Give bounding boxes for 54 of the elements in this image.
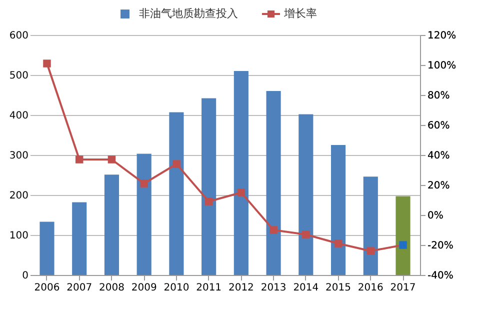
- y2-tick-label: 100%: [428, 60, 456, 72]
- x-tick-label: 2009: [131, 282, 157, 294]
- point: [270, 226, 278, 234]
- point: [140, 180, 148, 188]
- point: [302, 230, 310, 238]
- point: [334, 240, 342, 248]
- bar: [72, 202, 87, 275]
- point: [366, 247, 375, 255]
- x-tick-label: 2013: [260, 282, 286, 294]
- point: [204, 198, 213, 206]
- point: [75, 156, 84, 164]
- bar: [202, 98, 216, 275]
- legend-label: 非油气地质勘查投入: [139, 7, 238, 20]
- y2-tick-label: -40%: [428, 270, 454, 282]
- point: [237, 188, 246, 196]
- y2-tick-label: 60%: [428, 120, 450, 132]
- bar: [104, 174, 120, 275]
- y2-tick-label: 0%: [428, 210, 444, 222]
- x-tick-label: 2012: [228, 282, 254, 294]
- bar: [396, 196, 410, 275]
- y-tick-label: 400: [9, 110, 28, 122]
- point: [172, 160, 180, 168]
- bar: [363, 176, 378, 275]
- y2-tick-label: 40%: [428, 150, 450, 162]
- y2-tick-label: 80%: [428, 90, 450, 102]
- point: [108, 156, 116, 164]
- x-tick-label: 2017: [390, 282, 416, 294]
- bar: [234, 71, 248, 275]
- bar: [298, 114, 314, 275]
- y-tick-label: 100: [9, 230, 28, 242]
- bar: [40, 222, 54, 275]
- point: [399, 241, 407, 249]
- x-tick-label: 2014: [293, 282, 319, 294]
- point: [43, 60, 51, 68]
- y-tick-label: 600: [9, 30, 28, 42]
- x-tick-label: 2007: [66, 282, 92, 294]
- bar: [136, 154, 152, 275]
- y2-tick-label: 20%: [428, 180, 450, 192]
- x-tick-label: 2015: [326, 282, 352, 294]
- bar: [330, 145, 346, 275]
- y-tick-label: 300: [9, 150, 28, 162]
- y-tick-label: 0: [22, 270, 28, 282]
- y-tick-label: 200: [9, 190, 28, 202]
- bar: [169, 112, 184, 275]
- y-tick-label: 500: [9, 70, 28, 82]
- x-tick-label: 2006: [34, 282, 60, 294]
- x-tick-label: 2011: [196, 282, 222, 294]
- x-tick-label: 2010: [164, 282, 190, 294]
- y2-tick-label: 120%: [428, 30, 456, 42]
- x-tick-label: 2008: [98, 282, 124, 294]
- legend-label: 增长率: [283, 7, 317, 20]
- bar: [266, 91, 281, 275]
- x-tick-label: 2016: [358, 282, 384, 294]
- y2-tick-label: -20%: [428, 240, 454, 252]
